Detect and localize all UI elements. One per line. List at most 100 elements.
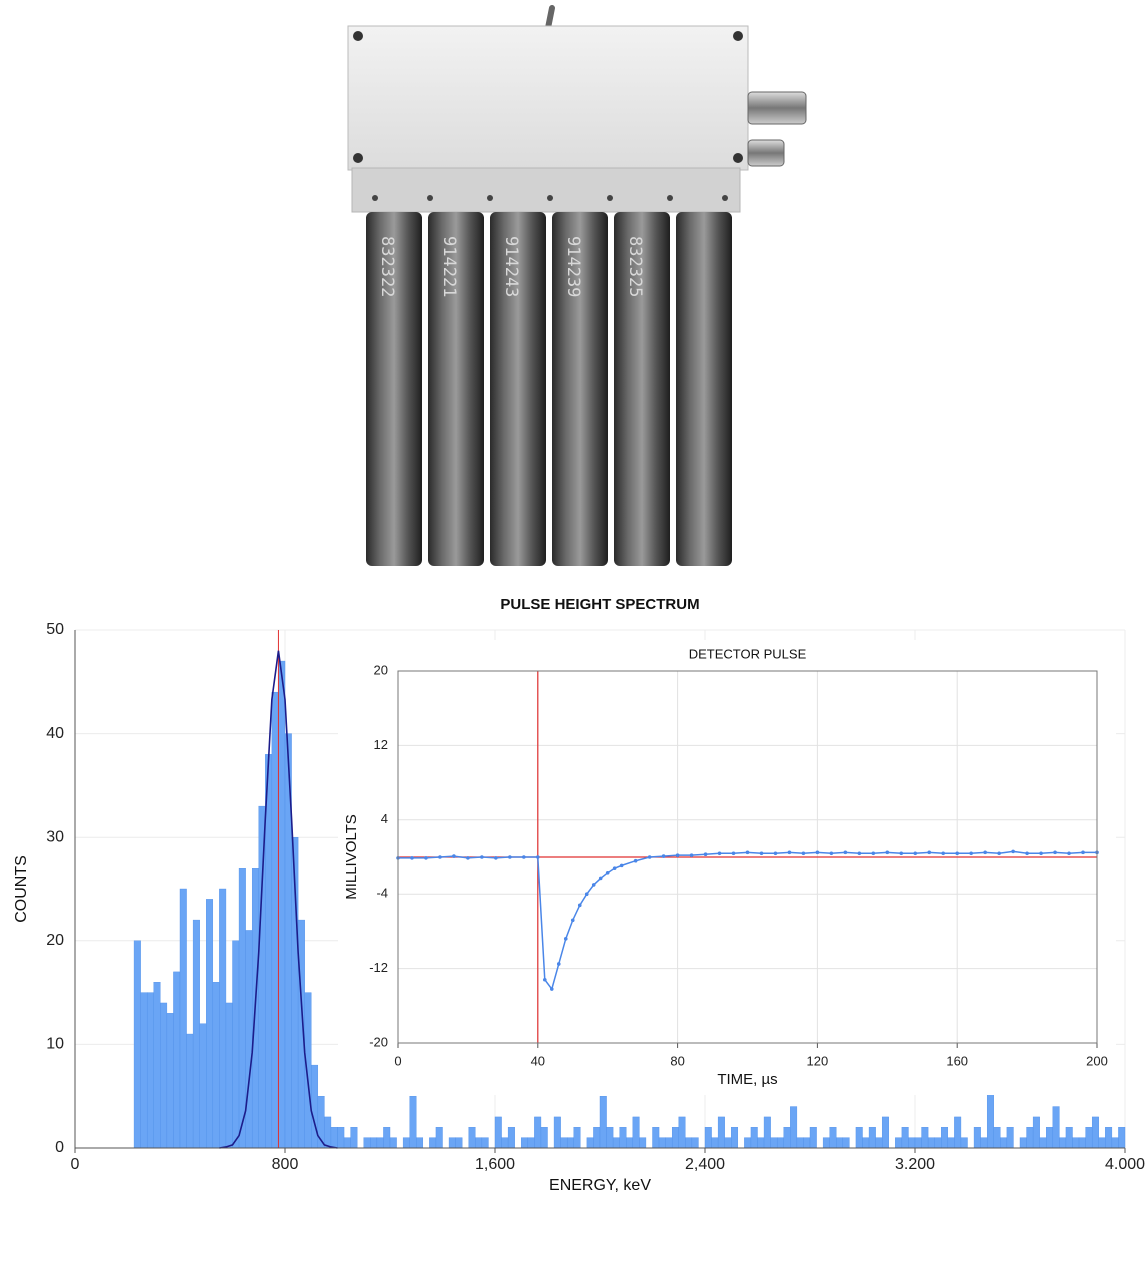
signal-point xyxy=(633,858,638,863)
x-tick-label: 800 xyxy=(272,1156,299,1173)
bar xyxy=(678,1116,686,1149)
bar xyxy=(238,868,246,1149)
tube-label: 914239 xyxy=(563,236,583,297)
signal-point xyxy=(508,855,512,859)
signal-point xyxy=(570,918,575,923)
bar xyxy=(527,1137,535,1149)
bar xyxy=(534,1116,542,1149)
bar xyxy=(836,1137,844,1149)
signal-point xyxy=(1067,851,1071,856)
bar xyxy=(757,1137,765,1149)
bar xyxy=(586,1137,594,1149)
y-tick-label: 30 xyxy=(46,828,64,845)
bar xyxy=(429,1137,437,1149)
bar xyxy=(927,1137,935,1149)
power-connector xyxy=(747,139,785,167)
bar xyxy=(507,1127,515,1149)
signal-point xyxy=(494,856,498,860)
bar xyxy=(245,930,253,1149)
bar xyxy=(612,1137,620,1149)
bar xyxy=(186,1033,194,1149)
signal-point xyxy=(843,850,848,855)
bar xyxy=(1118,1127,1126,1149)
bar xyxy=(206,899,214,1149)
bar xyxy=(829,1127,837,1149)
screws xyxy=(353,31,743,163)
x-tick-label: 200 xyxy=(1086,1053,1108,1068)
bar xyxy=(954,1116,962,1149)
bar xyxy=(330,1127,338,1149)
x-tick-label: 3.200 xyxy=(895,1156,935,1173)
bar xyxy=(783,1127,791,1149)
signal-point xyxy=(577,903,582,908)
bar xyxy=(1019,1137,1027,1149)
tube xyxy=(428,212,484,566)
bar xyxy=(219,888,227,1149)
bar xyxy=(501,1137,509,1149)
bar xyxy=(921,1127,929,1149)
x-axis-label: ENERGY, keV xyxy=(549,1177,651,1194)
inset-background xyxy=(338,640,1116,1095)
bar xyxy=(475,1137,483,1149)
signal-point xyxy=(997,851,1001,856)
tube xyxy=(676,212,732,566)
signal-point xyxy=(584,892,589,896)
signal-point xyxy=(661,854,666,858)
fit-curve xyxy=(219,650,338,1149)
x-axis-label: TIME, µs xyxy=(717,1071,777,1088)
signal-point xyxy=(619,863,624,868)
bar xyxy=(1046,1127,1054,1149)
y-tick-label: 50 xyxy=(46,621,64,638)
signal-point xyxy=(675,853,680,857)
bar xyxy=(862,1137,870,1149)
bar xyxy=(337,1127,345,1149)
signal-point xyxy=(815,850,820,855)
signal-point xyxy=(773,851,778,856)
x-tick-label: 80 xyxy=(670,1053,684,1068)
bar xyxy=(409,1095,417,1149)
signal-point xyxy=(591,883,596,887)
x-tick-label: 40 xyxy=(531,1053,545,1068)
signal-point xyxy=(542,977,547,982)
bnc-connector xyxy=(747,91,807,125)
bar xyxy=(895,1137,903,1149)
bar xyxy=(973,1127,981,1149)
bar xyxy=(1091,1116,1099,1149)
bar xyxy=(304,992,312,1149)
bar xyxy=(704,1127,712,1149)
x-tick-label: 4.000 xyxy=(1105,1156,1145,1173)
bar xyxy=(494,1116,502,1149)
bar xyxy=(1072,1137,1080,1149)
signal-point xyxy=(913,851,918,856)
bar xyxy=(986,1085,994,1149)
bar xyxy=(376,1137,384,1149)
bar xyxy=(1105,1127,1113,1149)
electronics-box xyxy=(347,25,749,171)
bar xyxy=(750,1127,758,1149)
bar xyxy=(232,940,240,1149)
bar xyxy=(685,1137,693,1149)
tube-label: 832322 xyxy=(377,236,397,297)
signal-point xyxy=(829,851,834,856)
signal-point xyxy=(885,850,890,855)
x-tick-label: 0 xyxy=(394,1053,401,1068)
tube xyxy=(490,212,546,566)
bar xyxy=(1065,1127,1073,1149)
bar xyxy=(402,1137,410,1149)
x-tick-label: 0 xyxy=(71,1156,80,1173)
bar xyxy=(809,1127,817,1149)
bar xyxy=(1032,1116,1040,1149)
signal-point xyxy=(983,850,987,855)
signal-point xyxy=(647,855,652,859)
y-tick-label: 40 xyxy=(46,725,64,742)
y-tick-label: 20 xyxy=(46,932,64,949)
signal-point xyxy=(536,855,540,859)
x-tick-label: 1,600 xyxy=(475,1156,515,1173)
signal-point xyxy=(556,962,561,966)
signal-point xyxy=(955,851,959,856)
signal-point xyxy=(759,851,764,856)
bar xyxy=(133,940,141,1149)
bar xyxy=(665,1137,673,1149)
bar xyxy=(481,1137,489,1149)
